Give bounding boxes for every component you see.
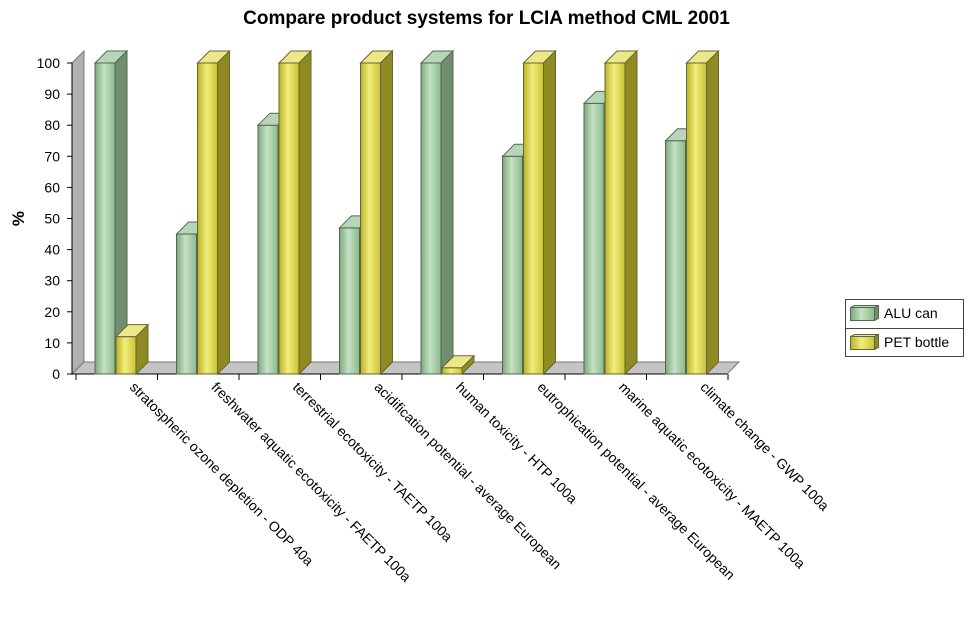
bar-front-alu-can-1 — [176, 233, 197, 375]
legend: ALU can PET bottle — [845, 299, 964, 357]
legend-label-alu-can: ALU can — [884, 305, 938, 321]
bar-side-pet-bottle-7 — [706, 49, 719, 376]
bar-side-pet-bottle-3 — [380, 49, 393, 376]
bar-alu-can-0 — [93, 49, 129, 376]
y-tick-label: 80 — [44, 117, 60, 133]
legend-swatch-alu-can — [850, 304, 880, 322]
bar-side-alu-can-0 — [114, 49, 128, 376]
chart-floor — [70, 361, 741, 375]
bar-front-pet-bottle-4 — [441, 367, 463, 375]
bar-side-pet-bottle-0 — [135, 323, 149, 376]
chart-title: Compare product systems for LCIA method … — [243, 8, 730, 29]
x-tick-label: stratospheric ozone depletion - ODP 40a — [127, 379, 317, 569]
x-tick-label: acidification potential - average Europe… — [371, 379, 564, 572]
bar-front-alu-can-2 — [257, 124, 279, 375]
bar-alu-can-4 — [419, 49, 455, 376]
bar-side-pet-bottle-6 — [624, 49, 638, 376]
y-tick-label: 70 — [44, 148, 60, 164]
bar-front-pet-bottle-0 — [115, 336, 137, 375]
bar-front-alu-can-3 — [339, 227, 360, 375]
bar-front-pet-bottle-1 — [197, 62, 218, 375]
bar-front-pet-bottle-2 — [278, 62, 300, 375]
bar-side-alu-can-4 — [440, 49, 454, 376]
legend-item-pet-bottle: PET bottle — [846, 328, 963, 356]
bar-pet-bottle-5 — [522, 49, 557, 376]
legend-label-pet-bottle: PET bottle — [884, 334, 950, 350]
bar-side-pet-bottle-1 — [217, 49, 230, 376]
x-tick-label: terrestrial ecotoxicity - TAETP 100a — [290, 379, 456, 545]
bar-pet-bottle-4 — [440, 354, 476, 376]
bar-front-pet-bottle-6 — [604, 62, 626, 375]
legend-item-alu-can: ALU can — [846, 300, 963, 327]
bar-pet-bottle-3 — [359, 49, 394, 376]
y-tick-label: 30 — [44, 273, 60, 289]
bar-side-pet-bottle-2 — [298, 49, 312, 376]
y-tick-label: 50 — [44, 211, 60, 227]
bar-side-pet-bottle-4 — [461, 354, 475, 376]
y-tick-label: 100 — [37, 55, 61, 71]
y-tick-label: 10 — [44, 335, 60, 351]
y-tick-label: 0 — [52, 366, 60, 382]
y-tick-label: 40 — [44, 242, 60, 258]
y-tick-label: 90 — [44, 86, 60, 102]
x-tick-label: marine aquatic ecotoxicity - MAETP 100a — [616, 379, 809, 572]
legend-swatch-pet-bottle — [850, 333, 880, 351]
side-wall — [71, 49, 85, 376]
bar-front-alu-can-0 — [94, 62, 116, 375]
bar-pet-bottle-1 — [196, 49, 231, 376]
bar-front-alu-can-5 — [502, 155, 523, 375]
y-tick-label: 60 — [44, 179, 60, 195]
bar-front-pet-bottle-7 — [686, 62, 707, 375]
x-tick-label: climate change - GWP 100a — [697, 379, 832, 514]
y-tick-label: 20 — [44, 304, 60, 320]
bar-pet-bottle-6 — [603, 49, 639, 376]
bar-front-alu-can-4 — [420, 62, 442, 375]
bar-side-pet-bottle-5 — [543, 49, 556, 376]
bar-pet-bottle-7 — [685, 49, 720, 376]
bar-front-pet-bottle-3 — [360, 62, 381, 375]
bar-front-pet-bottle-5 — [523, 62, 544, 375]
y-axis-label: % — [9, 211, 28, 226]
bar-front-alu-can-6 — [583, 102, 605, 375]
bar-front-alu-can-7 — [665, 140, 686, 375]
bar-pet-bottle-2 — [277, 49, 313, 376]
bar-pet-bottle-0 — [114, 323, 150, 376]
